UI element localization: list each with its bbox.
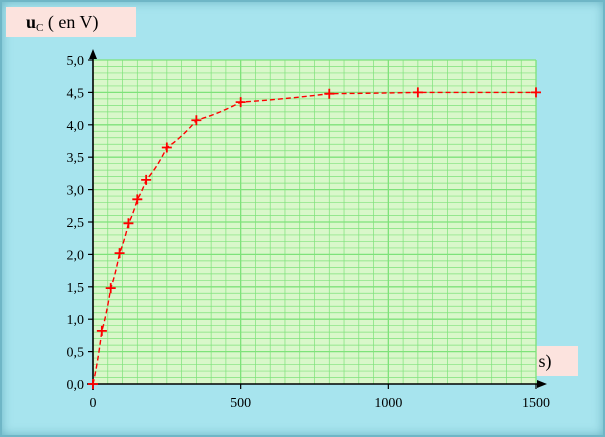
y-tick-label: 0,0 — [67, 378, 85, 393]
data-point-marker — [412, 87, 423, 98]
data-point-marker — [114, 248, 125, 259]
y-tick-label: 1,5 — [67, 281, 85, 296]
x-tick-label: 500 — [230, 396, 251, 411]
y-tick-label: 1,0 — [67, 313, 85, 328]
data-point-marker — [132, 194, 143, 205]
data-point-marker — [235, 97, 246, 108]
data-point-marker — [96, 325, 107, 336]
data-point-marker — [531, 87, 541, 98]
y-axis-unit: ( en V) — [43, 12, 99, 32]
y-tick-label: 4,5 — [67, 86, 85, 101]
y-tick-label: 2,0 — [67, 248, 85, 263]
data-point-marker — [105, 283, 116, 294]
data-point-marker — [161, 142, 172, 153]
data-point-marker — [88, 379, 98, 389]
x-tick-label: 1000 — [374, 396, 402, 411]
data-point-marker — [191, 115, 202, 126]
data-point-marker — [324, 88, 335, 99]
y-tick-label: 5,0 — [67, 54, 85, 69]
data-point-marker — [123, 218, 134, 229]
y-tick-label: 0,5 — [67, 346, 85, 361]
x-axis-arrow — [537, 380, 547, 388]
y-axis-symbol: u — [26, 12, 37, 32]
x-tick-label: 0 — [90, 396, 97, 411]
y-tick-label: 3,5 — [67, 151, 85, 166]
data-point-marker — [141, 174, 152, 185]
x-tick-label: 1500 — [522, 396, 550, 411]
y-tick-label: 4,0 — [67, 119, 85, 134]
y-tick-label: 2,5 — [67, 216, 85, 231]
y-axis-arrow — [89, 49, 97, 59]
y-tick-label: 3,0 — [67, 184, 85, 199]
y-axis-label: uC ( en V) — [6, 7, 136, 37]
y-axis-subscript: C — [36, 22, 44, 34]
